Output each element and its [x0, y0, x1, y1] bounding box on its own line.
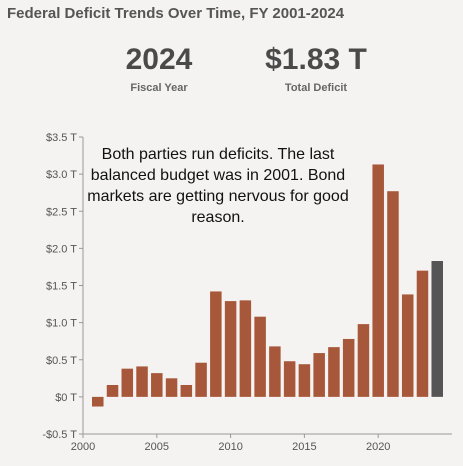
bar-2010: [224, 301, 237, 397]
y-tick-label: $2.0 T: [46, 243, 77, 255]
bar-2014: [283, 361, 296, 397]
bar-2020: [372, 164, 384, 397]
bar-2008: [195, 362, 207, 397]
bar-2006: [165, 378, 178, 397]
x-tick-label: 2020: [366, 441, 390, 453]
bar-2019: [357, 324, 370, 397]
bar-2003: [121, 368, 134, 397]
fiscal-year-label: Fiscal Year: [130, 82, 188, 94]
y-tick-label: $3.5 T: [46, 132, 77, 144]
bar-2021: [387, 191, 399, 397]
y-tick-label: $0.5 T: [46, 355, 77, 367]
bar-2024: [431, 260, 443, 397]
bar-2016: [313, 353, 325, 397]
x-tick-label: 2015: [292, 441, 316, 453]
bar-2012: [254, 316, 266, 397]
bar-2022: [401, 294, 414, 397]
fiscal-year-value: 2024: [125, 43, 193, 76]
x-tick-label: 2010: [218, 441, 242, 453]
bar-2004: [136, 366, 148, 397]
y-tick-label: $2.5 T: [46, 206, 77, 218]
bar-2023: [416, 270, 429, 397]
x-tick-label: 2000: [71, 441, 95, 453]
total-deficit-label: Total Deficit: [284, 82, 348, 94]
y-tick-label: $0 T: [55, 392, 77, 404]
y-tick-label: $3.0 T: [46, 169, 77, 181]
chart-annotation: Both parties run deficits. The last bala…: [87, 146, 349, 226]
bar-2017: [328, 347, 340, 397]
y-tick-label: $1.0 T: [46, 318, 77, 330]
bar-2001: [92, 396, 104, 407]
fiscal-year-kpi: 2024 Fiscal Year: [112, 43, 206, 94]
bar-2005: [151, 373, 163, 397]
bar-2013: [269, 346, 281, 397]
x-tick-label: 2005: [145, 441, 169, 453]
bar-2015: [298, 364, 311, 397]
chart-title: Federal Deficit Trends Over Time, FY 200…: [7, 5, 345, 22]
bar-2007: [180, 384, 193, 397]
total-deficit-kpi: $1.83 T Total Deficit: [248, 43, 384, 94]
bar-2011: [239, 300, 252, 397]
bar-2018: [342, 338, 355, 397]
bar-2002: [106, 384, 119, 397]
y-tick-label: -$0.5 T: [42, 429, 77, 441]
total-deficit-value: $1.83 T: [265, 43, 367, 76]
y-tick-label: $1.5 T: [46, 281, 77, 293]
bar-2009: [210, 291, 222, 397]
